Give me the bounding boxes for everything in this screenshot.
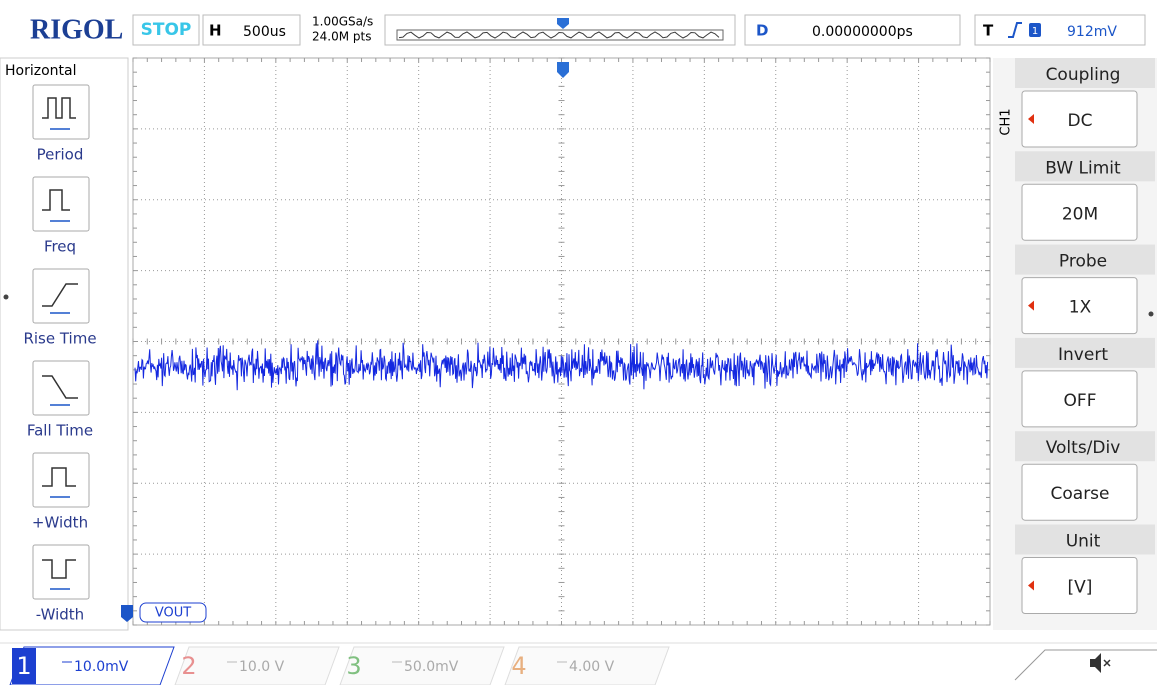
channel-scale[interactable]: 10.0mV bbox=[74, 659, 129, 675]
timebase-label: H bbox=[209, 22, 222, 40]
channel-scale[interactable]: 10.0 V bbox=[239, 659, 285, 675]
menu-item-label[interactable]: +Width bbox=[32, 514, 88, 532]
menu-icon-box[interactable] bbox=[33, 269, 89, 323]
menu-value[interactable]: DC bbox=[1068, 111, 1093, 131]
menu-label: BW Limit bbox=[1045, 158, 1121, 178]
timebase: 500us bbox=[243, 24, 286, 40]
menu-icon-box[interactable] bbox=[33, 85, 89, 139]
run-status[interactable]: STOP bbox=[141, 20, 192, 40]
menu-item-label[interactable]: Rise Time bbox=[23, 330, 96, 348]
menu-value[interactable]: 20M bbox=[1062, 204, 1098, 224]
channel-label: VOUT bbox=[155, 606, 191, 621]
menu-value[interactable]: 1X bbox=[1069, 298, 1092, 318]
menu-value[interactable]: Coarse bbox=[1051, 484, 1110, 504]
memory-depth: 24.0M pts bbox=[312, 30, 371, 44]
menu-icon-box[interactable] bbox=[33, 453, 89, 507]
brand: RIGOL bbox=[30, 14, 123, 45]
menu-item-label[interactable]: Freq bbox=[44, 238, 76, 256]
left-menu-title: Horizontal bbox=[5, 63, 76, 79]
menu-value[interactable]: [V] bbox=[1068, 578, 1093, 598]
delay: 0.00000000ps bbox=[812, 24, 913, 40]
menu-label: Coupling bbox=[1046, 65, 1121, 85]
menu-label: Volts/Div bbox=[1046, 438, 1121, 458]
menu-label: Invert bbox=[1058, 345, 1108, 365]
channel-number[interactable]: 1 bbox=[16, 652, 31, 680]
menu-icon-box[interactable] bbox=[33, 361, 89, 415]
menu-value[interactable]: OFF bbox=[1064, 391, 1097, 411]
menu-dot bbox=[4, 295, 9, 300]
trigger-level: 912mV bbox=[1067, 24, 1117, 40]
channel-number[interactable]: 4 bbox=[511, 652, 526, 680]
menu-label: Unit bbox=[1066, 532, 1101, 552]
channel-scale[interactable]: 50.0mV bbox=[404, 659, 459, 675]
menu-dot bbox=[1149, 312, 1154, 317]
trigger-source: 1 bbox=[1032, 26, 1038, 37]
menu-icon-box[interactable] bbox=[33, 177, 89, 231]
right-menu-tab: CH1 bbox=[999, 108, 1014, 135]
delay-label: D bbox=[756, 22, 768, 40]
sample-rate: 1.00GSa/s bbox=[312, 15, 373, 29]
channel-number[interactable]: 3 bbox=[346, 652, 361, 680]
menu-item-label[interactable]: Fall Time bbox=[27, 422, 93, 440]
trigger-label: T bbox=[983, 22, 994, 40]
menu-item-label[interactable]: Period bbox=[37, 146, 84, 164]
channel-scale[interactable]: 4.00 V bbox=[569, 659, 615, 675]
menu-icon-box[interactable] bbox=[33, 545, 89, 599]
menu-label: Probe bbox=[1059, 252, 1107, 272]
channel-number[interactable]: 2 bbox=[181, 652, 196, 680]
oscilloscope-screen: RIGOL STOP H 500us 1.00GSa/s 24.0M pts D… bbox=[0, 0, 1157, 685]
menu-item-label[interactable]: -Width bbox=[36, 606, 84, 624]
trigger-box bbox=[975, 15, 1145, 45]
